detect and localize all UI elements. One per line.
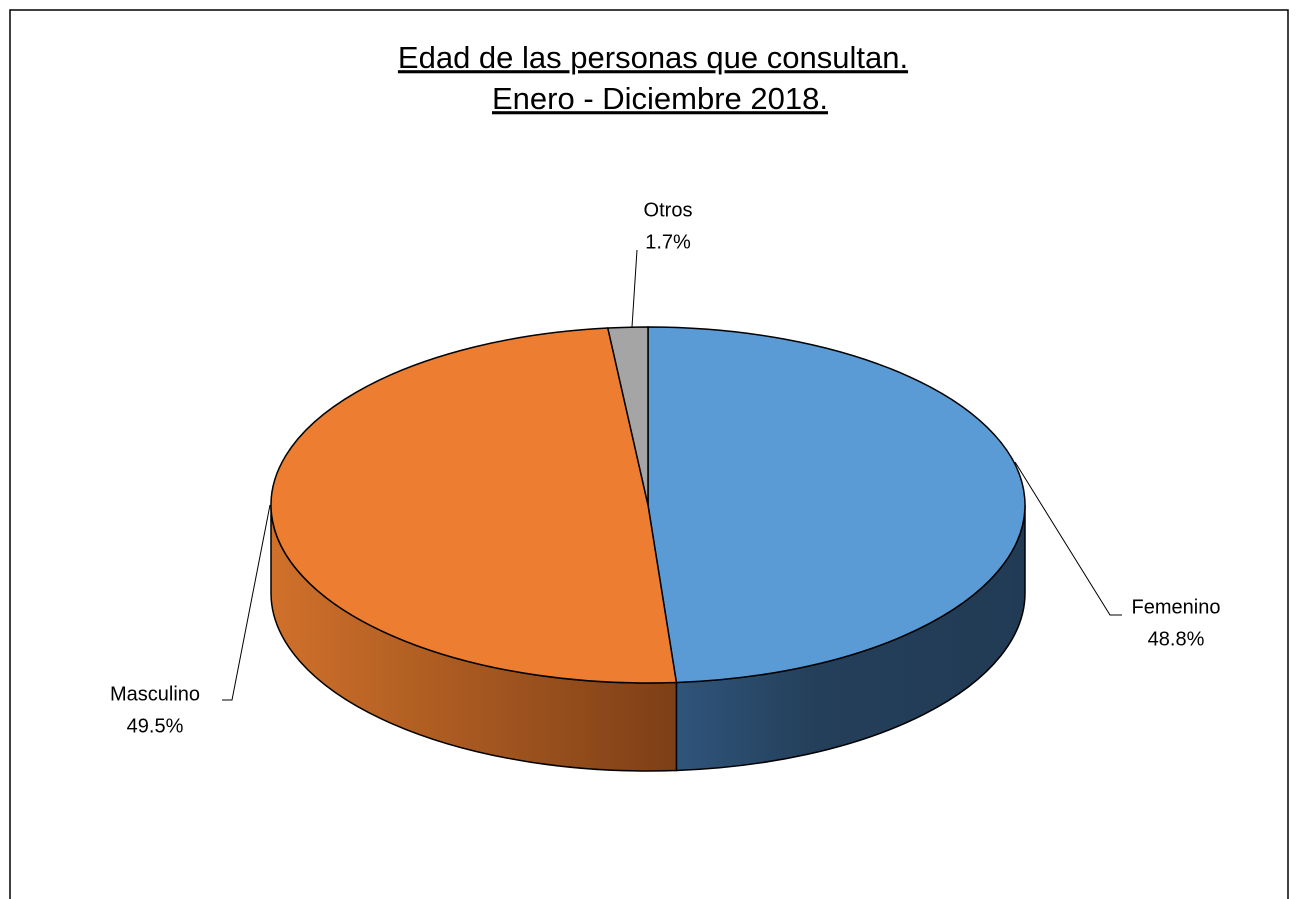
leader-line xyxy=(1014,461,1122,616)
chart-subtitle: Enero - Diciembre 2018. xyxy=(492,81,828,116)
slice-label: Otros xyxy=(644,199,693,221)
slice-value-label: 1.7% xyxy=(645,231,691,253)
pie-slice xyxy=(606,326,649,506)
slice-label: Femenino xyxy=(1132,596,1221,618)
chart-title: Edad de las personas que consultan. xyxy=(398,40,908,75)
leader-line xyxy=(631,249,638,328)
frame xyxy=(9,9,1289,899)
slice-value-label: 49.5% xyxy=(127,715,184,737)
pie-slice xyxy=(647,326,1026,684)
pie-slice xyxy=(270,327,678,684)
leader-line xyxy=(222,504,271,701)
slice-label: Masculino xyxy=(110,683,200,705)
slice-value-label: 48.8% xyxy=(1148,628,1205,650)
